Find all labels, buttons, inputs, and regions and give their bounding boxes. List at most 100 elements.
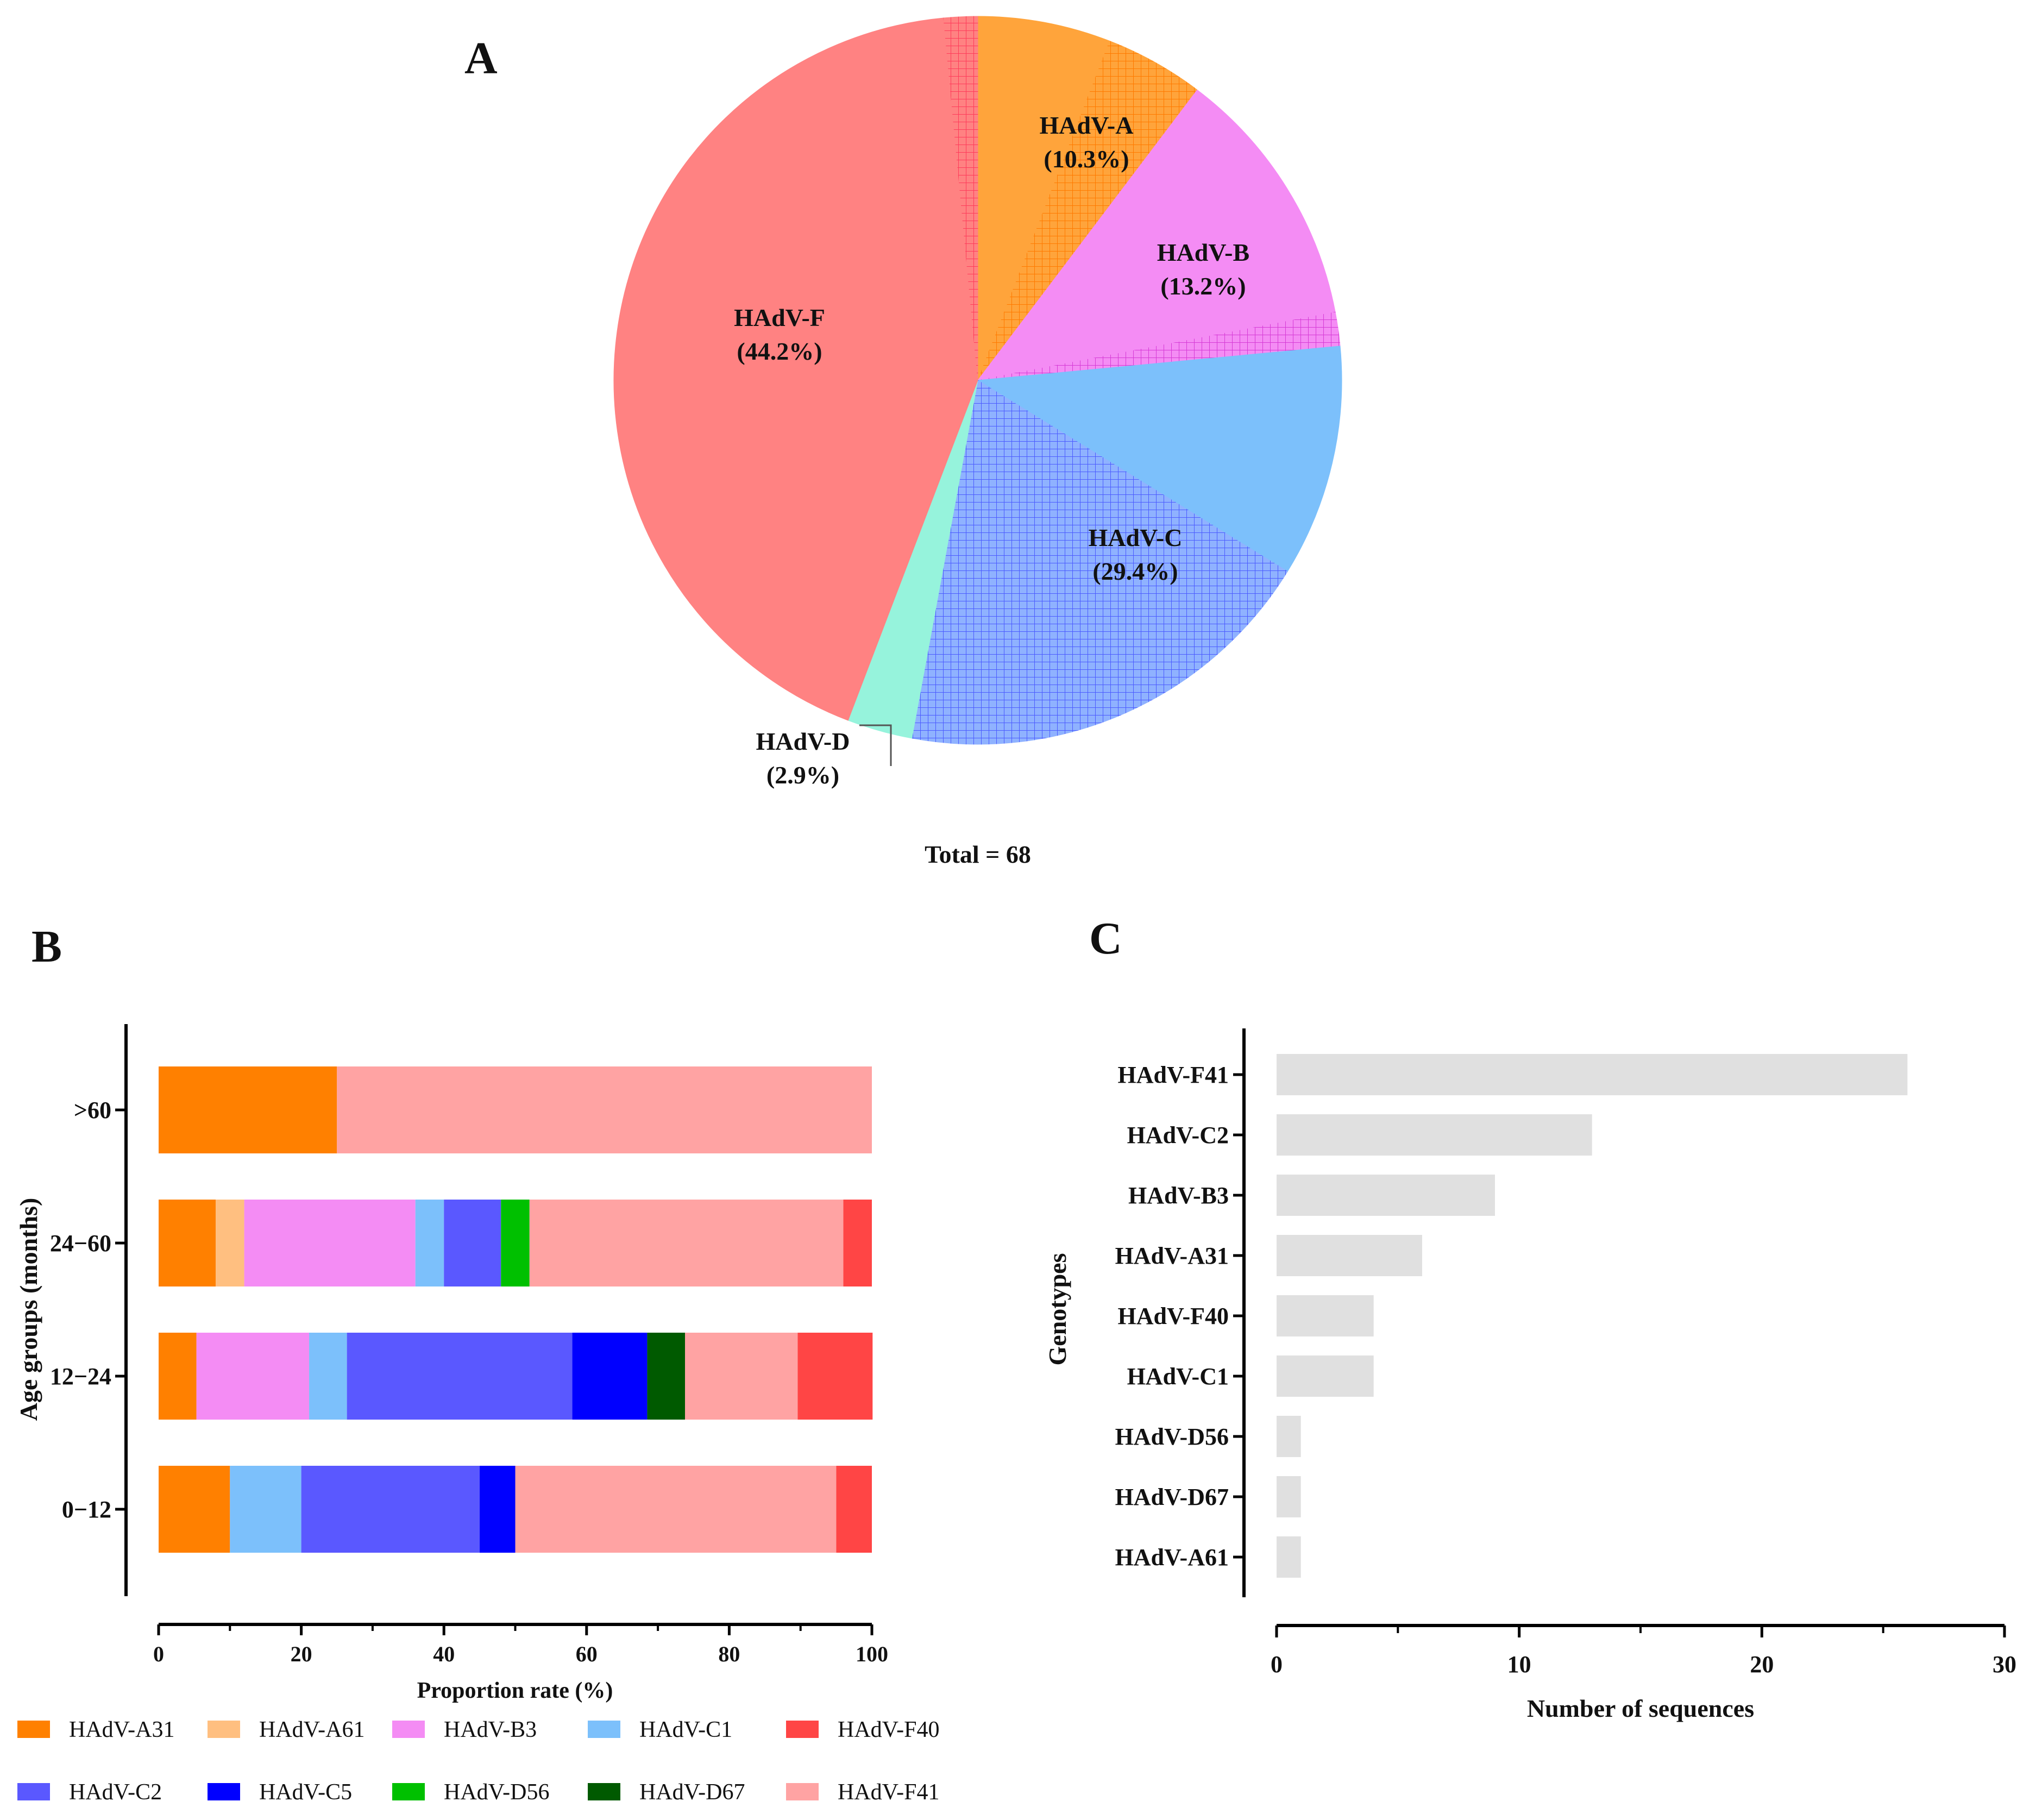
pie-pct-hadv-f: (44.2%): [737, 337, 822, 365]
legend-swatch-hadv-c2: [17, 1783, 50, 1800]
x-tick-label: 0: [1271, 1651, 1283, 1678]
panel-label-a: A: [464, 33, 498, 84]
pie-total-label: Total = 68: [925, 840, 1031, 868]
bar-segment-12-24-hadv-d67: [647, 1333, 685, 1420]
pie-slice-hadv-c-hatched: [912, 380, 1288, 745]
bar-segment-24-60-hadv-c2: [444, 1200, 501, 1286]
x-tick-label: 40: [433, 1642, 455, 1666]
bar-segment-12-24-hadv-a31: [159, 1333, 197, 1420]
stacked-bar-chart: >60 24−60 12−24 0−12 0 20 40 60 80 100 Proportion …: [15, 1024, 888, 1703]
x-tick-label: 80: [718, 1642, 740, 1666]
legend-swatch-hadv-c5: [208, 1783, 240, 1800]
y-axis-title: Age groups (months): [15, 1198, 42, 1421]
y-axis-title: Genotypes: [1044, 1253, 1071, 1366]
x-tick-label: 20: [1750, 1651, 1774, 1678]
legend-label-hadv-f40: HAdV-F40: [838, 1717, 939, 1742]
legend-swatch-hadv-b3: [392, 1721, 425, 1738]
pie-pct-hadv-a: (10.3%): [1044, 145, 1129, 173]
legend-label-hadv-d56: HAdV-D56: [444, 1780, 549, 1805]
bar-segment-12-24-hadv-c1: [309, 1333, 347, 1420]
bar-segment-24-60-hadv-c1: [415, 1200, 444, 1286]
legend-label-hadv-a61: HAdV-A61: [259, 1717, 365, 1742]
y-tick-label: HAdV-F41: [1117, 1062, 1229, 1088]
pie-pct-hadv-b: (13.2%): [1160, 272, 1246, 300]
hadv-d-leader-line: [859, 724, 892, 766]
legend-label-hadv-d67: HAdV-D67: [639, 1780, 745, 1805]
x-tick-label: 0: [153, 1642, 164, 1666]
bar-hadv-d56: [1277, 1416, 1301, 1457]
legend-label-hadv-b3: HAdV-B3: [444, 1717, 537, 1742]
y-tick-label: HAdV-C2: [1127, 1122, 1229, 1149]
legend: HAdV-A31 HAdV-A61 HAdV-B3 HAdV-C1 HAdV-F40 HA…: [17, 1717, 939, 1805]
bar-hadv-c2: [1277, 1114, 1592, 1156]
bar-segment-12-24-hadv-c5: [572, 1333, 648, 1420]
bar-segment-60-hadv-f41: [337, 1066, 872, 1153]
y-tick-label: HAdV-C1: [1127, 1363, 1229, 1390]
bar-hadv-d67: [1277, 1476, 1301, 1517]
pie-slice-hadv-b: [977, 89, 1336, 381]
y-tick-label: HAdV-F40: [1117, 1303, 1229, 1329]
legend-swatch-hadv-a61: [208, 1721, 240, 1738]
legend-swatch-hadv-c1: [588, 1721, 620, 1738]
genotype-bar-chart: HAdV-F41 HAdV-C2 HAdV-B3 HAdV-A31 HAdV-F40 HA…: [1044, 1028, 2016, 1722]
legend-swatch-hadv-d56: [392, 1783, 425, 1800]
bar-segment-24-60-hadv-a31: [159, 1200, 216, 1286]
bar-segment-12-24-hadv-c2: [347, 1333, 573, 1420]
legend-swatch-hadv-d67: [588, 1783, 620, 1800]
panel-label-b: B: [32, 921, 62, 972]
x-tick-label: 10: [1507, 1651, 1531, 1678]
legend-label-hadv-c1: HAdV-C1: [639, 1717, 732, 1742]
y-tick-label: 12−24: [50, 1363, 111, 1390]
x-axis-title: Proportion rate (%): [417, 1678, 613, 1703]
bar-segment-12-24-hadv-f40: [797, 1333, 873, 1420]
x-axis-title: Number of sequences: [1527, 1695, 1754, 1722]
legend-label-hadv-c2: HAdV-C2: [69, 1780, 162, 1805]
bar-hadv-f40: [1277, 1295, 1374, 1336]
pie-pct-hadv-d: (2.9%): [766, 761, 839, 789]
y-tick-label: HAdV-B3: [1128, 1182, 1229, 1209]
pie-label-hadv-c: HAdV-C: [1089, 524, 1183, 551]
bar-segment-0-12-hadv-c1: [230, 1466, 301, 1553]
bar-segment-24-60-hadv-d56: [501, 1200, 530, 1286]
y-tick-label: HAdV-A31: [1115, 1242, 1229, 1269]
bar-segment-0-12-hadv-a31: [159, 1466, 230, 1553]
bar-segment-24-60-hadv-f40: [843, 1200, 872, 1286]
pie-slice-hadv-c: [977, 346, 1342, 572]
bar-hadv-b3: [1277, 1175, 1495, 1216]
bar-hadv-a61: [1277, 1536, 1301, 1578]
y-tick-label: HAdV-D56: [1115, 1423, 1229, 1450]
legend-swatch-hadv-a31: [17, 1721, 50, 1738]
pie-label-hadv-f: HAdV-F: [734, 304, 825, 331]
y-tick-label: HAdV-A61: [1115, 1544, 1229, 1571]
bar-segment-0-12-hadv-c5: [479, 1466, 516, 1553]
bar-hadv-a31: [1277, 1235, 1422, 1276]
y-tick-label: >60: [74, 1097, 111, 1124]
x-tick-label: 60: [576, 1642, 598, 1666]
bar-hadv-f41: [1277, 1054, 1908, 1095]
bar-segment-12-24-hadv-b3: [196, 1333, 310, 1420]
pie-label-hadv-b: HAdV-B: [1157, 239, 1249, 266]
pie-slice-hadv-f: [613, 17, 978, 721]
x-tick-label: 100: [856, 1642, 888, 1666]
bar-segment-0-12-hadv-f41: [515, 1466, 837, 1553]
bar-segment-24-60-hadv-a61: [216, 1200, 244, 1286]
pie-slice-hadv-a: [977, 16, 1110, 381]
y-tick-label: 24−60: [50, 1230, 111, 1257]
legend-label-hadv-c5: HAdV-C5: [259, 1780, 352, 1805]
bar-segment-24-60-hadv-f41: [529, 1200, 844, 1286]
x-tick-label: 30: [1993, 1651, 2016, 1678]
bar-segment-24-60-hadv-b3: [244, 1200, 416, 1286]
pie-pct-hadv-c: (29.4%): [1092, 557, 1178, 585]
legend-swatch-hadv-f41: [786, 1783, 819, 1800]
bar-segment-0-12-hadv-f40: [836, 1466, 872, 1553]
legend-label-hadv-f41: HAdV-F41: [838, 1780, 939, 1805]
pie-slice-hadv-a-hatched: [977, 40, 1198, 381]
y-tick-label: 0−12: [62, 1496, 111, 1523]
pie-chart: HAdV-A (10.3%) HAdV-B (13.2%) HAdV-C (29.4%) H…: [613, 16, 1342, 789]
bar-segment-60-hadv-a31: [159, 1066, 337, 1153]
pie-label-hadv-a: HAdV-A: [1040, 111, 1134, 139]
panel-label-c: C: [1089, 913, 1122, 964]
bar-hadv-c1: [1277, 1355, 1374, 1397]
legend-swatch-hadv-f40: [786, 1721, 819, 1738]
